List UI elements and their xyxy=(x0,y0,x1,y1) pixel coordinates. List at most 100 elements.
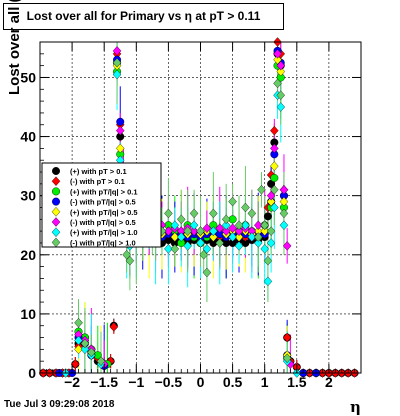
y-tick-label: 20 xyxy=(20,247,36,263)
y-tick-label: 50 xyxy=(20,69,36,85)
data-point xyxy=(209,226,218,236)
data-point xyxy=(170,244,180,254)
data-point xyxy=(189,220,199,231)
data-point xyxy=(270,143,279,154)
data-point xyxy=(257,184,266,195)
data-point xyxy=(109,322,119,332)
data-point xyxy=(273,49,282,59)
data-point xyxy=(209,208,218,219)
data-point xyxy=(112,57,122,68)
x-tick-label: −2 xyxy=(64,374,80,390)
data-point xyxy=(199,249,208,260)
x-tick-label: 0 xyxy=(197,374,205,390)
data-point xyxy=(115,125,125,136)
data-point xyxy=(254,220,263,231)
data-point xyxy=(189,226,199,236)
data-point xyxy=(221,214,231,225)
x-axis-label: η xyxy=(350,398,361,416)
data-point xyxy=(122,249,131,260)
legend-label: (+) with pT > 0.1 xyxy=(70,167,127,176)
y-tick-label: 0 xyxy=(28,365,36,381)
y-tick-label: 10 xyxy=(20,306,36,322)
data-point xyxy=(221,220,231,231)
data-point xyxy=(263,255,273,266)
legend-marker xyxy=(51,237,61,248)
data-point xyxy=(202,223,212,233)
data-point xyxy=(279,184,289,195)
data-point xyxy=(189,208,199,219)
data-point xyxy=(74,344,83,355)
data-point xyxy=(80,338,90,349)
data-point xyxy=(112,69,122,80)
data-point xyxy=(279,196,289,207)
data-point xyxy=(164,244,173,254)
data-point xyxy=(196,226,205,236)
x-tick-label: −0.5 xyxy=(155,374,183,390)
legend-label: (-) with pT/|q| > 0.5 xyxy=(70,218,136,227)
legend-label: (-) with pT/|q| > 0.5 xyxy=(70,198,136,207)
legend-label: (+) with pT/|q| > 0.5 xyxy=(70,208,138,217)
data-point xyxy=(80,344,90,355)
data-point xyxy=(266,226,276,236)
data-point xyxy=(260,226,269,236)
data-point xyxy=(279,208,289,219)
data-point xyxy=(215,223,225,233)
data-point xyxy=(273,78,282,89)
data-point xyxy=(164,208,173,219)
data-point xyxy=(221,226,231,236)
data-point xyxy=(263,212,272,221)
data-point xyxy=(241,220,250,231)
data-point xyxy=(234,226,244,236)
data-point xyxy=(276,66,286,77)
data-point xyxy=(254,238,263,248)
chart-title: Lost over all for Primary vs η at pT > 0… xyxy=(3,3,284,30)
legend-label: (-) with pT > 0.1 xyxy=(70,177,125,186)
data-point xyxy=(71,359,80,369)
data-point xyxy=(270,161,279,171)
data-point xyxy=(74,335,83,346)
x-tick-label: 2 xyxy=(325,374,333,390)
data-point xyxy=(170,220,180,231)
legend-label: (+) with pT/|q| > 0.1 xyxy=(70,187,138,196)
data-point xyxy=(112,46,122,56)
data-point xyxy=(215,238,225,248)
data-point xyxy=(234,241,244,251)
x-tick-label: 0.5 xyxy=(223,374,243,390)
data-point xyxy=(266,190,276,201)
legend-marker xyxy=(52,197,61,206)
data-point xyxy=(228,196,237,207)
data-point xyxy=(247,208,257,219)
timestamp: Tue Jul 3 09:29:08 2018 xyxy=(4,399,115,410)
data-point xyxy=(276,102,286,112)
data-point xyxy=(196,238,205,248)
legend-marker xyxy=(52,187,61,196)
legend-marker xyxy=(51,227,61,238)
data-point xyxy=(234,220,244,231)
data-point xyxy=(87,347,96,358)
data-point xyxy=(247,232,257,242)
legend-label: (-) with pT/|q| > 1.0 xyxy=(70,238,136,247)
y-tick-label: 40 xyxy=(20,129,36,145)
data-point xyxy=(276,60,286,71)
axis-ticks xyxy=(39,41,362,374)
data-point xyxy=(96,356,106,366)
data-point xyxy=(282,353,292,364)
legend-box xyxy=(41,162,162,248)
data-point xyxy=(164,226,173,236)
data-point xyxy=(125,255,135,266)
data-point xyxy=(270,125,279,136)
data-point xyxy=(270,173,279,182)
y-axis-label: Lost over all (%) xyxy=(6,0,23,95)
data-point xyxy=(183,241,192,251)
data-point xyxy=(254,232,263,242)
data-point xyxy=(273,54,282,65)
data-point xyxy=(115,143,125,154)
data-point xyxy=(260,244,269,254)
data-point xyxy=(270,184,279,195)
data-point xyxy=(74,317,83,328)
data-point xyxy=(176,232,186,242)
y-tick-labels: 0 10 20 30 40 50 xyxy=(20,69,36,381)
x-tick-labels: −2 −1.5 −1 −0.5 0 0.5 1 1.5 2 xyxy=(64,374,333,390)
x-tick-label: 1.5 xyxy=(287,374,307,390)
